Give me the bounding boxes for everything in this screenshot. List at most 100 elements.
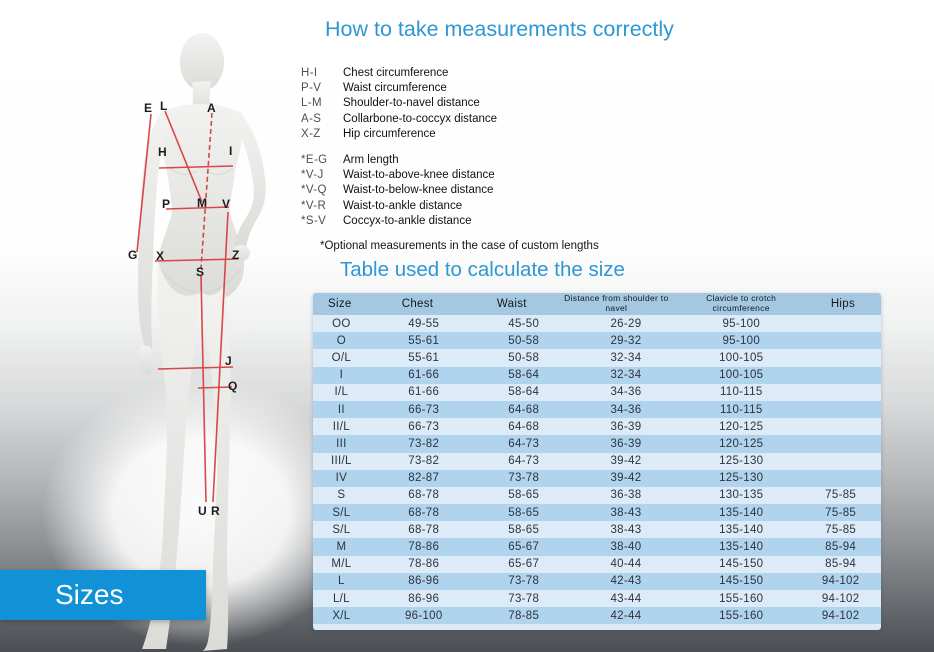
table-row: III/L 73-82 64-73 39-42 125-130	[313, 452, 881, 470]
mannequin-body	[138, 33, 266, 651]
table-cell: S/L	[332, 506, 351, 519]
table-cell: 55-61	[408, 334, 440, 347]
table-cell	[800, 470, 881, 487]
legend-row: *V-R Waist-to-ankle distance	[301, 198, 495, 213]
table-row: O/L 55-61 50-58 32-34 100-105	[313, 349, 881, 367]
legend-code: *V-J	[301, 169, 324, 182]
table-cell: 32-34	[610, 351, 642, 364]
waist-line	[165, 206, 230, 210]
table-cell: I	[339, 369, 344, 382]
table-row: M 78-86 65-67 38-40 135-140 85-94	[313, 538, 881, 556]
legend-row: X-Z Hip circumference	[301, 127, 497, 142]
table-cell: 39-42	[610, 472, 642, 485]
table-cell: 130-135	[719, 489, 764, 502]
table-cell: 78-85	[508, 609, 540, 622]
legend-code: H-I	[301, 66, 318, 79]
size-table-title: Table used to calculate the size	[340, 258, 625, 281]
table-row: II 66-73 64-68 34-36 110-115	[313, 400, 881, 419]
table-row: IV 82-87 73-78 39-42 125-130	[313, 469, 881, 487]
table-cell: 82-87	[408, 472, 440, 485]
figure-letter-X: X	[156, 249, 165, 263]
table-cell: 34-36	[610, 403, 642, 416]
table-row: III 73-82 64-73 36-39 120-125	[313, 435, 881, 453]
table-cell: L/L	[332, 592, 350, 605]
table-cell: S/L	[332, 523, 351, 536]
table-cell: 45-50	[508, 317, 540, 330]
table-cell: 95-100	[722, 317, 761, 330]
table-row: L 86-96 73-78 42-43 145-150 94-102	[313, 572, 881, 590]
legend-label: Arm length	[343, 153, 399, 166]
figure-letter-S: S	[196, 265, 205, 279]
measurement-legend-primary: H-I Chest circumference P-V Waist circumfer…	[301, 65, 497, 142]
figure-letter-V: V	[222, 197, 231, 211]
table-cell: 75-85	[825, 489, 857, 502]
table-cell: X/L	[332, 609, 351, 622]
figure-letter-E: E	[144, 101, 153, 115]
table-row: O 55-61 50-58 29-32 95-100	[313, 332, 881, 350]
table-cell: 42-44	[610, 609, 642, 622]
table-cell: 94-102	[821, 609, 860, 622]
legend-code: A-S	[301, 112, 322, 125]
legend-row: P-V Waist circumference	[301, 80, 497, 95]
figure-letter-L: L	[160, 99, 168, 113]
table-row: I 61-66 58-64 32-34 100-105	[313, 366, 881, 384]
table-cell: M/L	[331, 558, 352, 571]
table-cell: 100-105	[719, 369, 764, 382]
table-cell: 135-140	[719, 523, 764, 536]
sizes-banner: Sizes	[0, 570, 206, 620]
figure-letter-A: A	[207, 101, 216, 115]
table-row: S 68-78 58-65 36-38 130-135 75-85	[313, 486, 881, 505]
legend-code: *E-G	[301, 153, 328, 166]
legend-label: Collarbone-to-coccyx distance	[343, 112, 498, 125]
table-cell: 50-58	[508, 351, 540, 364]
table-cell: 75-85	[825, 523, 857, 536]
table-cell: 58-64	[508, 369, 540, 382]
table-cell: 145-150	[719, 558, 764, 571]
table-row: S/L 68-78 58-65 38-43 135-140 75-85	[313, 521, 881, 539]
table-cell: 58-64	[508, 386, 540, 399]
table-cell: 73-78	[508, 592, 540, 605]
table-cell: 38-43	[610, 506, 642, 519]
table-cell: 135-140	[719, 541, 764, 554]
table-cell: 86-96	[408, 575, 440, 588]
legend-code: L-M	[301, 97, 323, 110]
legend-label: Shoulder-to-navel distance	[343, 97, 480, 110]
table-cell	[800, 384, 881, 401]
table-cell: 85-94	[825, 558, 857, 571]
table-cell: 95-100	[722, 334, 761, 347]
arm-length-line	[136, 113, 152, 253]
table-cell: II/L	[332, 420, 350, 433]
figure-letter-M: M	[197, 196, 207, 210]
size-table-body: OO 49-55 45-50 26-29 95-100 O 55-61 50-58 29-32 9…	[313, 315, 881, 625]
figure-letter-G: G	[128, 248, 138, 262]
table-row: I/L 61-66 58-64 34-36 110-115	[313, 383, 881, 401]
column-header: Clavicle to crotch circumference	[706, 293, 777, 313]
table-cell: 120-125	[719, 437, 764, 450]
table-cell	[800, 435, 881, 452]
table-cell	[800, 418, 881, 435]
legend-code: *S-V	[301, 215, 327, 228]
collarbone-coccyx-line	[200, 112, 213, 269]
table-cell: 73-82	[408, 437, 440, 450]
table-cell: 94-102	[821, 575, 860, 588]
figure-letter-U: U	[198, 504, 207, 518]
table-cell: 61-66	[408, 386, 440, 399]
legend-code: *V-Q	[301, 184, 327, 197]
table-cell: 100-105	[719, 351, 764, 364]
table-cell: 64-68	[508, 420, 540, 433]
page-title: How to take measurements correctly	[325, 17, 674, 41]
table-cell: 78-86	[408, 558, 440, 571]
table-cell: L	[338, 575, 345, 588]
table-cell: 66-73	[408, 403, 440, 416]
table-cell: 85-94	[825, 541, 857, 554]
table-cell	[800, 315, 881, 332]
chest-line	[158, 165, 234, 169]
table-cell: 38-40	[610, 541, 642, 554]
table-cell: 64-68	[508, 403, 540, 416]
table-cell: 86-96	[408, 592, 440, 605]
legend-code: *V-R	[301, 199, 327, 212]
legend-row: *V-Q Waist-to-below-knee distance	[301, 183, 495, 198]
table-cell: 38-43	[610, 523, 642, 536]
table-cell: 49-55	[408, 317, 440, 330]
column-header: Hips	[830, 298, 856, 310]
